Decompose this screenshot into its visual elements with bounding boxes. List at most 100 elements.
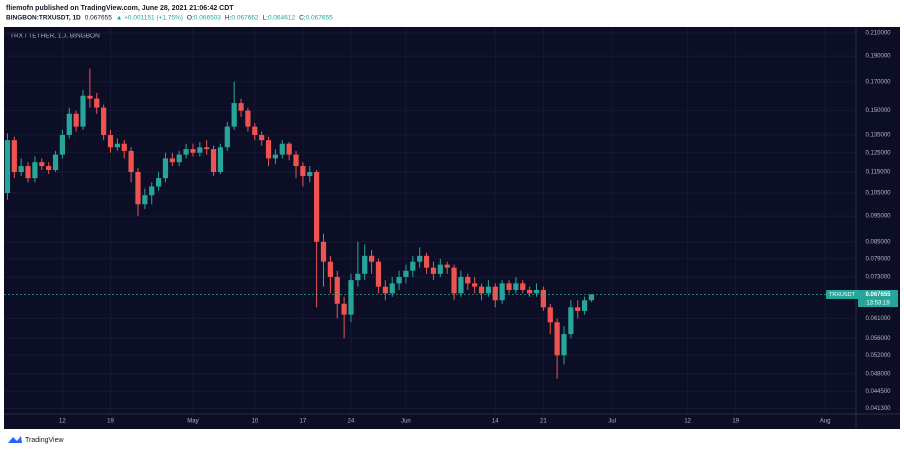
- candle-body: [458, 276, 464, 294]
- candle-body: [444, 264, 450, 268]
- candle-body: [554, 322, 560, 356]
- candle-body: [169, 158, 175, 163]
- candle-body: [533, 289, 540, 294]
- candle-body: [121, 143, 127, 151]
- candle-body: [588, 294, 595, 301]
- footer-brand: TradingView: [25, 437, 64, 444]
- candle-body: [451, 267, 457, 294]
- candle-body: [410, 261, 416, 271]
- ohlc-value: 0.066503: [194, 15, 221, 22]
- candle-body: [368, 255, 375, 262]
- y-tick-label: 0.170000: [865, 79, 891, 85]
- price-tag-symbol: TRXUSDT: [829, 292, 856, 298]
- x-tick-label: 17: [300, 419, 307, 425]
- countdown-box: [858, 299, 898, 308]
- candle-body: [478, 286, 485, 294]
- candle-body: [59, 134, 66, 155]
- candle-body: [272, 154, 279, 159]
- candle-body: [293, 154, 299, 167]
- x-tick-label: Jun: [401, 419, 411, 425]
- candle-body: [355, 273, 361, 281]
- x-tick-label: 12: [59, 419, 66, 425]
- candle-body: [155, 178, 162, 187]
- header-line: BINGBON:TRXUSDT, 1D 0.067655 ▲ +0.001151 (…: [6, 15, 333, 22]
- candle-body: [128, 150, 134, 173]
- price-tag-value: 0.067655: [865, 292, 891, 298]
- candle-body: [197, 147, 203, 153]
- candle-body: [217, 147, 224, 173]
- candle-body: [314, 172, 320, 242]
- y-tick-label: 0.052000: [865, 353, 891, 359]
- x-tick-label: 21: [540, 419, 547, 425]
- candle-body: [430, 267, 437, 274]
- candle-body: [520, 283, 526, 290]
- y-tick-label: 0.056000: [865, 336, 891, 342]
- y-tick-label: 0.048000: [865, 371, 891, 377]
- candle-body: [561, 334, 567, 356]
- candle-body: [46, 166, 52, 171]
- ohlc-value: 0.067655: [306, 15, 333, 22]
- candle-body: [437, 264, 443, 274]
- candle-body: [224, 126, 230, 148]
- candle-body: [362, 255, 368, 274]
- candle-body: [513, 283, 519, 290]
- candle-body: [231, 103, 237, 127]
- y-tick-label: 0.041300: [865, 406, 891, 412]
- ohlc-label: L:: [263, 15, 269, 22]
- candle-body: [527, 289, 533, 294]
- header-price: 0.067655: [85, 15, 112, 22]
- candle-body: [540, 289, 546, 308]
- x-tick-label: 24: [348, 419, 355, 425]
- candle-body: [547, 307, 553, 323]
- candle-body: [286, 143, 292, 155]
- candle-body: [80, 95, 86, 127]
- chart-background: [4, 27, 900, 429]
- candle-body: [135, 172, 141, 205]
- candle-body: [581, 300, 588, 311]
- candle-body: [568, 307, 574, 335]
- publisher: fliemofn published on TradingView.com, J…: [6, 5, 234, 12]
- x-tick-label: May: [187, 419, 198, 425]
- candle-body: [423, 255, 430, 268]
- candle-body: [204, 147, 210, 150]
- candle-body: [265, 140, 272, 159]
- y-tick-label: 0.190000: [865, 54, 891, 60]
- countdown: 13:53:19: [866, 301, 890, 307]
- candle-body: [107, 134, 114, 148]
- x-tick-label: Aug: [820, 419, 831, 425]
- candle-body: [334, 276, 340, 304]
- ohlc-label: C:: [299, 15, 306, 22]
- candle-body: [142, 195, 148, 205]
- candle-body: [259, 134, 265, 141]
- x-tick-label: 19: [107, 419, 114, 425]
- candle-body: [499, 283, 505, 301]
- y-tick-label: 0.044500: [865, 389, 891, 395]
- candle-body: [245, 110, 251, 127]
- candle-body: [4, 140, 11, 194]
- candle-body: [183, 149, 189, 155]
- candle-body: [575, 307, 581, 311]
- header-change: ▲ +0.001151 (+1.75%): [116, 15, 183, 22]
- candle-body: [403, 270, 409, 277]
- candle-body: [25, 166, 31, 179]
- candle-body: [396, 276, 402, 284]
- candle-body: [162, 158, 169, 179]
- ohlc-label: H:: [225, 15, 232, 22]
- candle-body: [87, 95, 93, 99]
- candle-body: [52, 154, 59, 171]
- candle-body: [66, 113, 72, 135]
- candle-body: [300, 166, 306, 177]
- candle-body: [149, 186, 155, 196]
- y-tick-label: 0.125000: [865, 150, 891, 156]
- candle-body: [506, 283, 512, 290]
- candle-body: [18, 166, 24, 173]
- candle-body: [114, 143, 120, 148]
- symbol: BINGBON:TRXUSDT, 1D: [6, 15, 81, 22]
- y-tick-label: 0.073000: [865, 275, 891, 281]
- x-tick-label: 14: [492, 419, 499, 425]
- candle-body: [101, 107, 107, 135]
- x-tick-label: 19: [732, 419, 739, 425]
- candle-body: [94, 98, 100, 108]
